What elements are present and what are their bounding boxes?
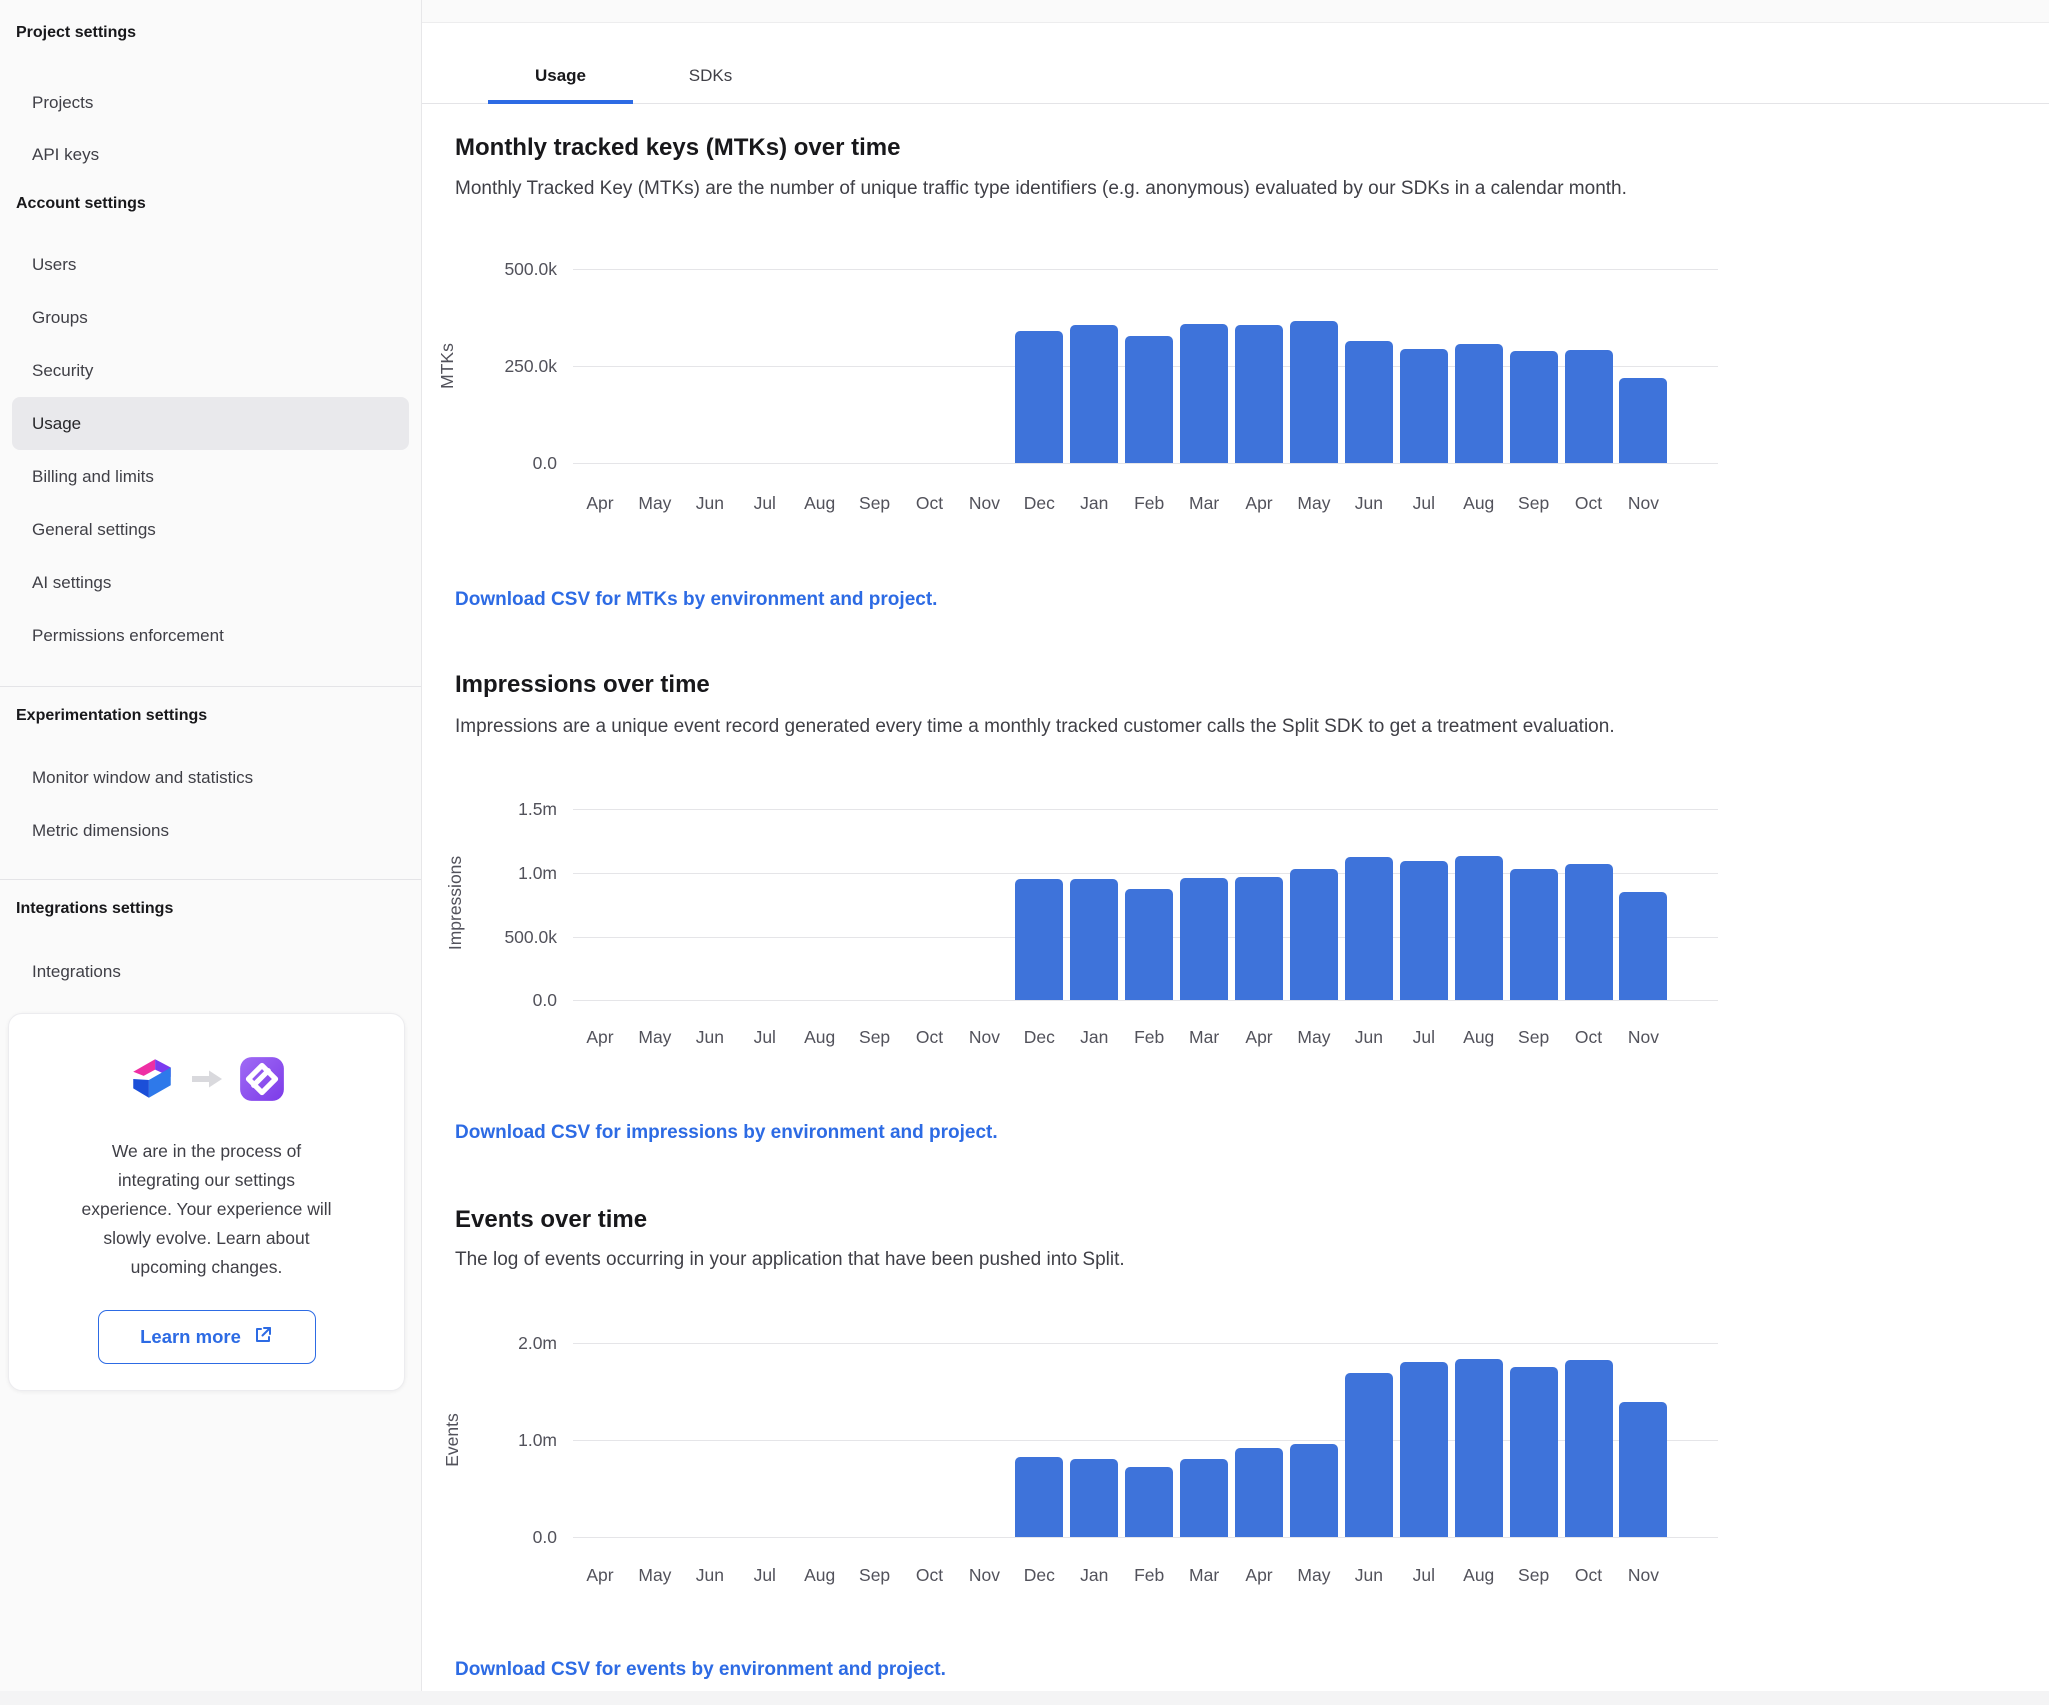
sidebar-item-security[interactable]: Security xyxy=(32,360,94,380)
mtks-section-title: Monthly tracked keys (MTKs) over time xyxy=(455,134,901,161)
sidebar-item-api-keys[interactable]: API keys xyxy=(32,145,100,164)
sidebar-section-integrations-settings: Integrations settings xyxy=(16,900,174,917)
events-section-title: Events over time xyxy=(455,1206,648,1233)
arrow-right-icon xyxy=(189,1067,225,1096)
sidebar-section-experimentation-settings: Experimentation settings xyxy=(16,707,208,724)
sidebar-item-monitor-window-and-statistics[interactable]: Monitor window and statistics xyxy=(32,767,254,787)
download-csv-events-link[interactable]: Download CSV for events by environment a… xyxy=(455,1659,946,1680)
main-content: Usage SDKs Monthly tracked keys (MTKs) o… xyxy=(422,0,2049,1705)
tab-bar: Usage SDKs xyxy=(422,23,2049,104)
download-csv-mtks-link[interactable]: Download CSV for MTKs by environment and… xyxy=(455,589,938,610)
sidebar-item-general-settings[interactable]: General settings xyxy=(32,519,156,539)
sidebar-item-billing-and-limits[interactable]: Billing and limits xyxy=(32,466,154,486)
sidebar-item-integrations[interactable]: Integrations xyxy=(32,961,121,981)
split-logo xyxy=(127,1054,177,1109)
learn-more-label: Learn more xyxy=(140,1326,241,1347)
sidebar: Project settings Projects API keys Accou… xyxy=(0,0,422,1705)
events-section-description: The log of events occurring in your appl… xyxy=(455,1249,1125,1270)
sidebar-item-users[interactable]: Users xyxy=(32,254,77,274)
sidebar-item-ai-settings[interactable]: AI settings xyxy=(32,572,112,592)
migration-logos xyxy=(29,1054,384,1109)
download-csv-impressions-link[interactable]: Download CSV for impressions by environm… xyxy=(455,1122,998,1143)
sidebar-divider xyxy=(0,686,421,687)
sidebar-section-project-settings: Project settings xyxy=(16,24,137,41)
sidebar-section-account-settings: Account settings xyxy=(16,195,146,212)
learn-more-button[interactable]: Learn more xyxy=(97,1310,316,1364)
sidebar-item-usage[interactable]: Usage xyxy=(12,397,409,450)
sidebar-item-metric-dimensions[interactable]: Metric dimensions xyxy=(32,820,169,840)
fme-logo xyxy=(237,1054,287,1109)
sidebar-divider xyxy=(0,879,421,880)
mtks-section-description: Monthly Tracked Key (MTKs) are the numbe… xyxy=(455,178,1627,199)
content-top-strip xyxy=(422,0,2049,23)
settings-migration-card: We are in the process of integrating our… xyxy=(8,1013,405,1391)
sidebar-item-groups[interactable]: Groups xyxy=(32,307,88,327)
impressions-section-description: Impressions are a unique event record ge… xyxy=(455,716,1615,737)
external-link-icon xyxy=(253,1325,273,1350)
sidebar-item-projects[interactable]: Projects xyxy=(32,93,94,112)
sidebar-item-permissions-enforcement[interactable]: Permissions enforcement xyxy=(32,625,224,645)
tab-sdks[interactable]: SDKs xyxy=(688,66,733,85)
impressions-section-title: Impressions over time xyxy=(455,671,710,698)
tab-usage[interactable]: Usage xyxy=(488,23,633,104)
page-bottom-strip xyxy=(0,1691,2049,1705)
migration-message: We are in the process of integrating our… xyxy=(81,1141,332,1277)
